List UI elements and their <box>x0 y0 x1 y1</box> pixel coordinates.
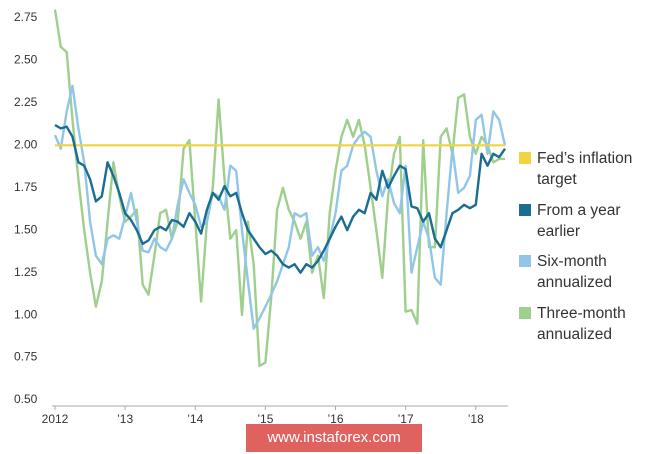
legend-swatch <box>519 306 531 319</box>
legend-label: Three-month annualized <box>537 304 626 343</box>
legend-label: Six-month annualized <box>537 253 612 291</box>
y-tick-label: 0.75 <box>14 350 38 364</box>
x-tick-label: ’14 <box>187 412 203 426</box>
y-tick-label: 1.75 <box>14 180 38 194</box>
legend-swatch <box>519 255 531 267</box>
x-tick-label: ’18 <box>468 412 484 426</box>
watermark: www.instaforex.com <box>246 424 422 452</box>
y-tick-label: 2.25 <box>14 95 38 109</box>
y-tick-label: 2.50 <box>14 53 38 67</box>
legend-label: From a year earlier <box>537 201 621 240</box>
x-tick-label: ’16 <box>328 412 344 426</box>
legend-label: Fed’s inflation target <box>537 150 633 188</box>
y-tick-label: 2.00 <box>14 138 38 152</box>
series-line <box>53 9 505 368</box>
y-tick-label: 1.25 <box>14 265 38 279</box>
y-tick-label: 1.00 <box>14 307 38 321</box>
x-tick-label: ’15 <box>257 412 273 426</box>
series-line <box>54 123 506 274</box>
x-tick-label: 2012 <box>42 412 69 426</box>
y-tick-label: 2.75 <box>14 10 38 24</box>
legend-swatch <box>519 203 531 216</box>
series-line <box>53 84 507 330</box>
x-tick-label: ’17 <box>398 412 414 426</box>
y-tick-label: 0.50 <box>14 392 38 406</box>
legend-swatch <box>519 152 531 164</box>
x-tick-label: ’13 <box>117 412 133 426</box>
y-tick-label: 1.50 <box>14 222 38 236</box>
